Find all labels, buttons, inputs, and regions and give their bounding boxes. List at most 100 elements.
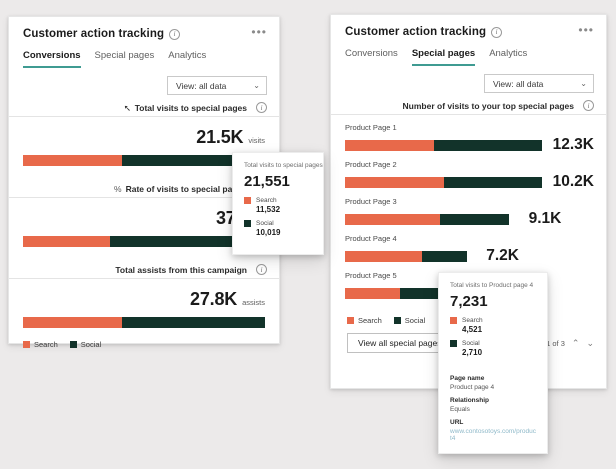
tooltip-value: 7,231 xyxy=(450,293,488,310)
metric-label: Total visits to special pages xyxy=(134,102,247,113)
view-select-row-left: View: all data ⌄ xyxy=(9,68,279,95)
bar-segment-social[interactable] xyxy=(122,155,265,166)
page-bar-line: 9.1K xyxy=(345,210,594,228)
info-icon[interactable]: i xyxy=(583,100,594,111)
bar-wrap xyxy=(9,233,279,247)
bar-segment-search[interactable] xyxy=(345,250,422,262)
stacked-bar[interactable] xyxy=(345,287,440,299)
stacked-bar[interactable] xyxy=(345,250,467,262)
metric-section-total-visits: ➚ Total visits to special pages i 21.5K … xyxy=(9,95,279,176)
url-link[interactable]: www.contosotoys.com/product4 xyxy=(450,428,536,442)
legend-swatch-search xyxy=(450,317,457,324)
tooltip-item-social: Social 2,710 xyxy=(450,340,536,363)
chevron-down-icon: ⌄ xyxy=(580,79,587,88)
bar-segment-search[interactable] xyxy=(23,317,123,328)
view-select-right[interactable]: View: all data ⌄ xyxy=(484,74,594,93)
page-label: Product Page 1 xyxy=(345,123,397,132)
info-icon[interactable]: i xyxy=(256,264,267,275)
info-icon[interactable]: i xyxy=(491,26,503,38)
ellipsis-icon[interactable]: ••• xyxy=(251,25,267,39)
list-item: Product Page 2 10.2K xyxy=(345,154,594,191)
tab-conversions[interactable]: Conversions xyxy=(23,50,81,68)
bar-segment-social[interactable] xyxy=(421,250,467,262)
bar-wrap xyxy=(9,314,279,328)
stacked-bar[interactable] xyxy=(23,155,265,166)
tooltip-item-value: 4,521 xyxy=(462,325,483,334)
field-label: URL xyxy=(450,419,464,426)
bar-segment-search[interactable] xyxy=(345,176,444,188)
legend-swatch-social xyxy=(244,220,251,227)
tooltip-item-head: Search xyxy=(244,197,312,204)
tooltip-item-search: Search 11,532 xyxy=(244,197,312,220)
legend-item-social[interactable]: Social xyxy=(393,316,425,325)
bar-segment-social[interactable] xyxy=(110,236,265,247)
list-item: Product Page 3 9.1K xyxy=(345,191,594,228)
page-bar-line: 10.2K xyxy=(345,173,594,191)
tab-analytics[interactable]: Analytics xyxy=(489,48,528,59)
tooltip-item-value: 10,019 xyxy=(256,228,281,237)
metric-value-row: 21.5K visits xyxy=(9,117,279,152)
view-select-value: View: all data xyxy=(493,78,544,89)
page-value: 7.2K xyxy=(486,247,519,264)
stacked-bar[interactable] xyxy=(23,236,265,247)
page-title: Customer action tracking xyxy=(23,28,165,40)
legend-swatch-social xyxy=(69,341,77,348)
view-select-left[interactable]: View: all data ⌄ xyxy=(167,76,267,95)
metric-unit: visits xyxy=(248,136,265,145)
info-icon[interactable]: i xyxy=(169,28,181,40)
legend-right: Search Social xyxy=(331,302,606,325)
tooltip-item-head: Search xyxy=(450,317,536,324)
stacked-bar[interactable] xyxy=(23,317,265,328)
tooltip-item-name: Social xyxy=(256,220,274,227)
bar-segment-search[interactable] xyxy=(23,236,111,247)
bar-segment-search[interactable] xyxy=(345,287,400,299)
stacked-bar[interactable] xyxy=(345,176,542,188)
metric-label: Total assists from this campaign xyxy=(115,264,247,275)
bar-segment-social[interactable] xyxy=(122,317,265,328)
stacked-bar[interactable] xyxy=(345,139,542,151)
tab-analytics[interactable]: Analytics xyxy=(168,50,207,61)
stacked-bar[interactable] xyxy=(345,213,510,225)
tooltip-item-search: Search 4,521 xyxy=(450,317,536,340)
view-select-row-right: View: all data ⌄ xyxy=(331,66,606,93)
metric-section-total-assists: Total assists from this campaign i 27.8K… xyxy=(9,257,279,328)
chevron-down-icon: ⌄ xyxy=(253,81,260,90)
legend-item-search[interactable]: Search xyxy=(347,316,382,325)
bar-segment-social[interactable] xyxy=(440,213,510,225)
legend-label: Social xyxy=(80,340,102,349)
legend-item-social[interactable]: Social xyxy=(69,340,102,349)
page-value: 10.2K xyxy=(552,173,594,190)
tab-special-pages[interactable]: Special pages xyxy=(94,50,155,61)
ellipsis-icon[interactable]: ••• xyxy=(578,23,594,37)
bar-segment-search[interactable] xyxy=(23,155,123,166)
tab-special-pages[interactable]: Special pages xyxy=(411,48,476,66)
page-bar-line: 7.2K xyxy=(345,247,594,265)
metric-header: Total assists from this campaign i xyxy=(9,257,279,279)
tooltip-item-name: Social xyxy=(462,340,480,347)
bar-segment-search[interactable] xyxy=(345,139,434,151)
bar-segment-search[interactable] xyxy=(345,213,441,225)
view-all-special-pages-button[interactable]: View all special pages xyxy=(347,333,453,353)
tab-conversions[interactable]: Conversions xyxy=(345,48,398,59)
page-label: Product Page 4 xyxy=(345,234,397,243)
tooltip-item-value: 2,710 xyxy=(462,348,483,357)
card-header-right: Customer action tracking i ••• xyxy=(331,15,606,38)
legend-item-search[interactable]: Search xyxy=(23,340,58,349)
info-icon[interactable]: i xyxy=(256,102,267,113)
metric-header: ➚ Total visits to special pages i xyxy=(9,95,279,117)
bar-segment-social[interactable] xyxy=(433,139,542,151)
field-value: Equals xyxy=(450,406,470,413)
field-label: Page name xyxy=(450,375,485,382)
legend-label: Search xyxy=(34,340,58,349)
tooltip-item-value: 11,532 xyxy=(256,205,281,214)
tooltip-item-name: Search xyxy=(462,317,483,324)
page-title: Customer action tracking xyxy=(345,26,487,38)
tab-list-left: Conversions Special pages Analytics xyxy=(9,40,279,68)
tooltip-field-page-name: Page name Product page 4 xyxy=(450,369,536,391)
bar-segment-social[interactable] xyxy=(443,176,542,188)
tooltip-item-head: Social xyxy=(450,340,536,347)
list-item: Product Page 4 7.2K xyxy=(345,228,594,265)
chevron-down-icon[interactable]: ⌄ xyxy=(586,337,594,348)
bar-segment-social[interactable] xyxy=(399,287,440,299)
chevron-up-icon[interactable]: ⌃ xyxy=(571,337,580,348)
